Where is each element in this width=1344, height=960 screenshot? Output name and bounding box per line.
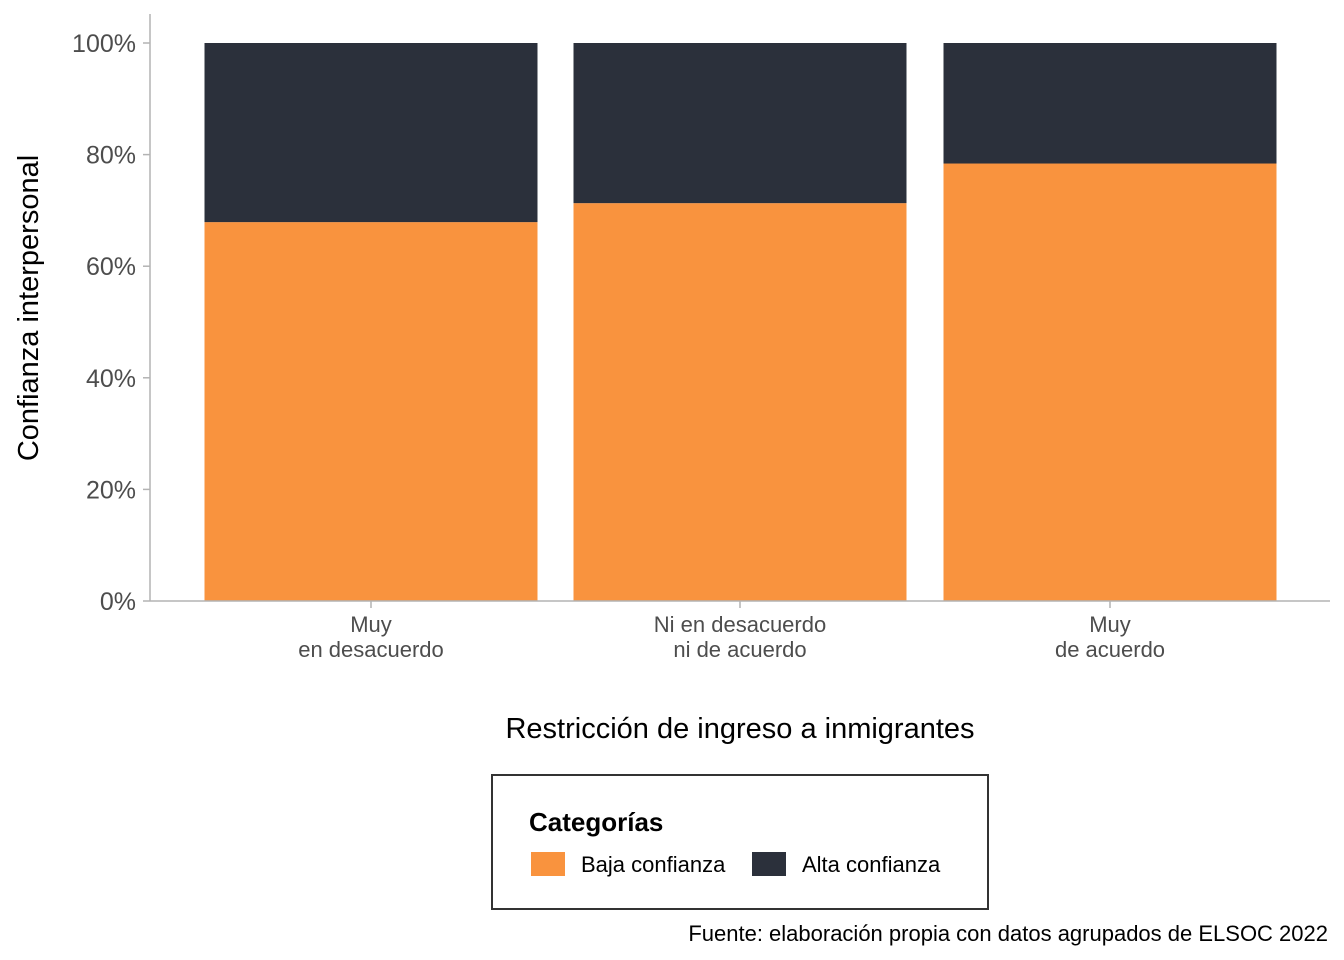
x-tick-label: Muy en desacuerdo (298, 612, 444, 662)
bar-alta-confianza-3 (943, 43, 1277, 164)
bar-baja-confianza-3 (943, 163, 1277, 601)
caption: Fuente: elaboración propia con datos agr… (688, 921, 1328, 946)
y-tick-label: 100% (72, 30, 136, 58)
y-tick-label: 60% (86, 253, 136, 281)
y-ticks-layer: 0% 20% 40% 60% 80% 100% (72, 30, 150, 616)
legend-label-baja-confianza: Baja confianza (581, 852, 726, 877)
y-tick-label: 80% (86, 142, 136, 170)
x-ticks-layer: Muy en desacuerdo Ni en desacuerdo ni de ac… (298, 601, 1165, 662)
bar-baja-confianza-1 (204, 222, 538, 602)
y-axis-title: Confianza interpersonal (13, 155, 45, 461)
legend: Categorías Baja confianza Alta confianza (491, 774, 989, 910)
y-tick-label: 20% (86, 476, 136, 504)
y-tick-label: 0% (100, 588, 136, 616)
legend-box (491, 774, 989, 910)
legend-swatch-alta-confianza (752, 852, 786, 876)
x-axis-title: Restricción de ingreso a inmigrantes (505, 713, 974, 745)
y-tick-label: 40% (86, 365, 136, 393)
bars-layer (204, 43, 1277, 602)
bar-alta-confianza-1 (204, 43, 538, 223)
bar-alta-confianza-2 (573, 43, 907, 204)
legend-swatch-baja-confianza (531, 852, 565, 876)
bar-baja-confianza-2 (573, 203, 907, 601)
legend-label-alta-confianza: Alta confianza (802, 852, 941, 877)
legend-title: Categorías (529, 807, 663, 837)
x-tick-label: Ni en desacuerdo ni de acuerdo (654, 612, 826, 662)
x-tick-label: Muy de acuerdo (1055, 612, 1165, 662)
